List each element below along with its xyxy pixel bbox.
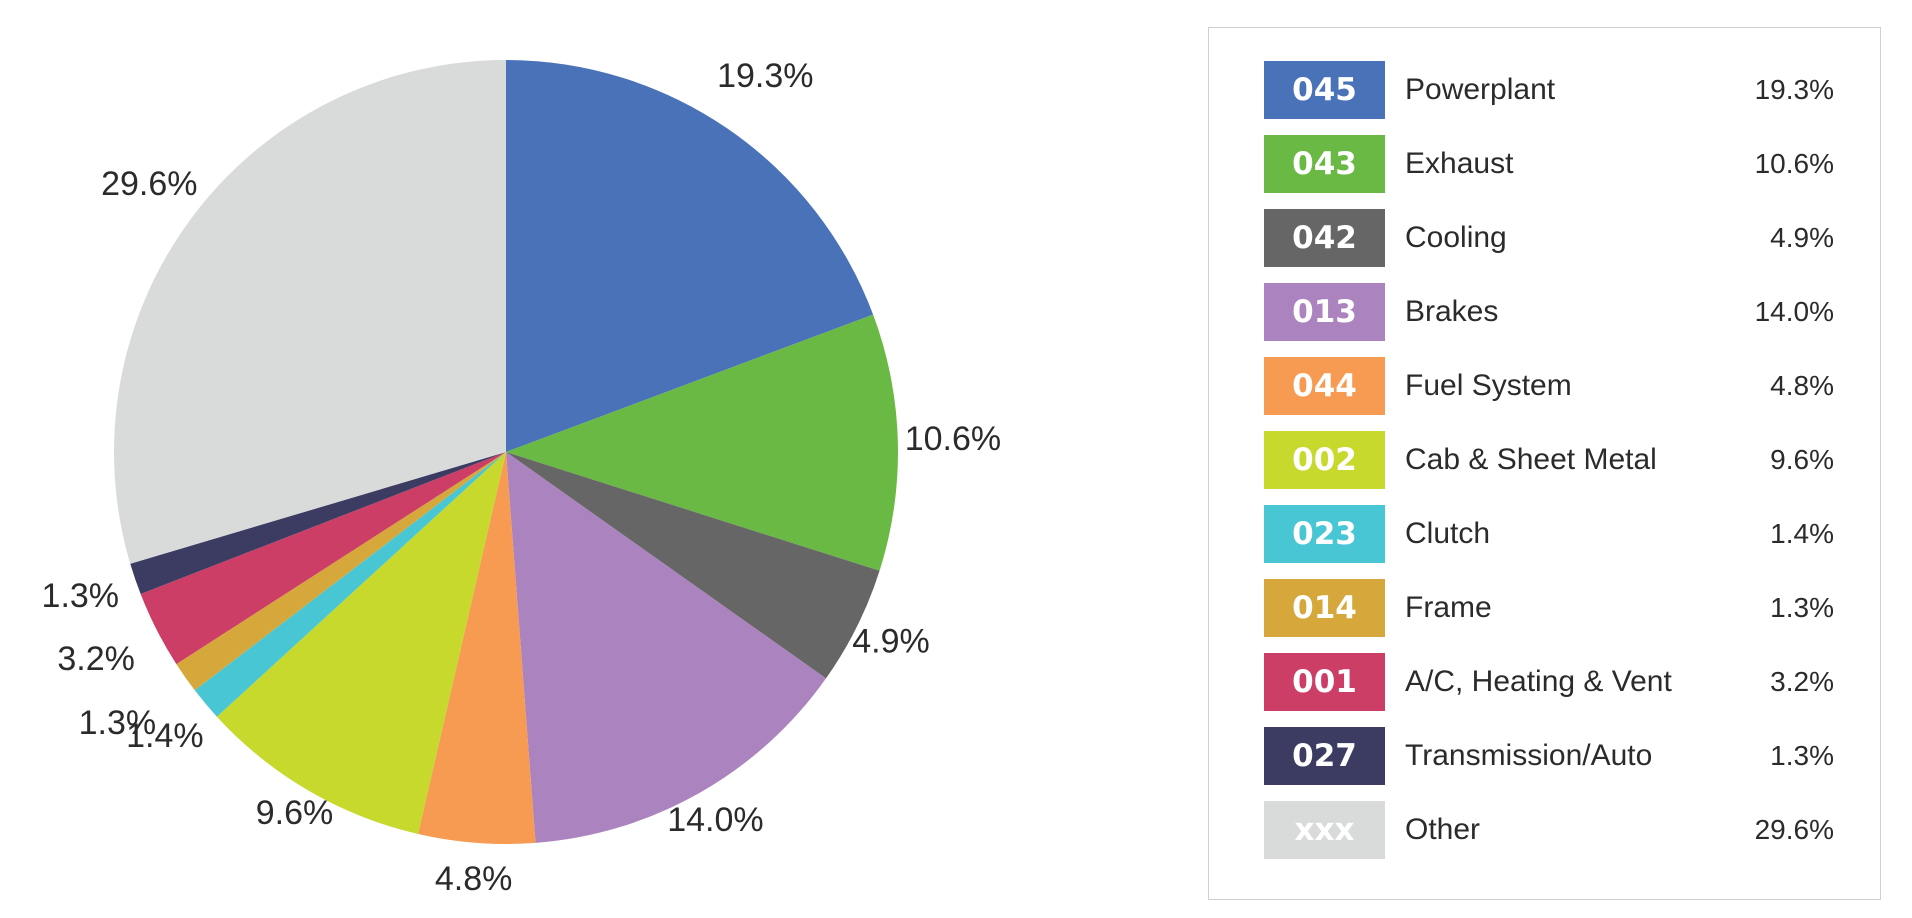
legend-percent: 9.6% (1770, 444, 1834, 475)
pie-slice-023 (194, 452, 506, 717)
legend-percent: 3.2% (1770, 666, 1834, 697)
legend-item-042: 042 Cooling 4.9% (1264, 209, 1834, 267)
legend-percent: 4.9% (1770, 222, 1834, 253)
legend-code-badge: 044 (1264, 357, 1385, 415)
pie-slices (113, 60, 899, 845)
pie-slice-013 (506, 452, 826, 843)
legend-code-badge: 014 (1264, 579, 1385, 637)
legend-item-027: 027 Transmission/Auto 1.3% (1264, 727, 1834, 785)
pie-label-001: 3.2% (57, 640, 135, 678)
legend-item-023: 023 Clutch 1.4% (1264, 505, 1834, 563)
legend-item-013: 013 Brakes 14.0% (1264, 283, 1834, 341)
legend-code-badge: 013 (1264, 283, 1385, 341)
legend-percent: 29.6% (1754, 814, 1834, 845)
pie-slice-027 (130, 452, 506, 595)
pie-label-014: 1.3% (79, 704, 157, 742)
legend: 045 Powerplant 19.3% 043 Exhaust 10.6% 042 Cool… (1208, 27, 1881, 900)
legend-name: Clutch (1405, 517, 1491, 550)
legend-item-001: 001 A/C, Heating & Vent 3.2% (1264, 653, 1834, 711)
legend-name: Cab & Sheet Metal (1405, 443, 1657, 476)
legend-percent: 10.6% (1754, 148, 1834, 179)
pie-slice-001 (140, 452, 506, 665)
legend-percent: 1.3% (1770, 592, 1834, 623)
legend-code-badge: 045 (1264, 61, 1385, 119)
legend-name: Frame (1405, 591, 1492, 624)
legend-item-045: 045 Powerplant 19.3% (1264, 61, 1834, 119)
legend-percent: 14.0% (1754, 296, 1834, 327)
legend-percent: 19.3% (1754, 74, 1834, 105)
legend-percent: 4.8% (1770, 370, 1834, 401)
pie-label-042: 4.9% (852, 623, 930, 661)
pie-label-043: 10.6% (905, 420, 1001, 458)
legend-name: A/C, Heating & Vent (1405, 665, 1672, 698)
legend-item-044: 044 Fuel System 4.8% (1264, 357, 1834, 415)
legend-percent: 1.3% (1770, 740, 1834, 771)
pie-slice-014 (176, 452, 506, 691)
legend-code-badge: xxx (1264, 801, 1385, 859)
legend-code-badge: 027 (1264, 727, 1385, 785)
legend-name: Powerplant (1405, 73, 1556, 106)
legend-name: Transmission/Auto (1405, 739, 1653, 772)
legend-item-xxx: xxx Other 29.6% (1264, 801, 1834, 859)
pie-label-002: 9.6% (256, 794, 334, 832)
pie-label-023: 1.4% (126, 717, 204, 755)
pie-slice-043 (506, 314, 899, 571)
pie-label-045: 19.3% (717, 57, 813, 95)
pie-labels: 19.3%10.6%4.9%14.0%4.8%9.6%1.4%1.3%3.2%1… (42, 57, 1002, 898)
pie-slice-042 (506, 452, 880, 679)
legend-percent: 1.4% (1770, 518, 1834, 549)
legend-code-badge: 043 (1264, 135, 1385, 193)
legend-code-badge: 023 (1264, 505, 1385, 563)
legend-name: Other (1405, 813, 1481, 846)
pie-slice-045 (506, 60, 874, 452)
pie-label-044: 4.8% (435, 860, 513, 898)
pie-slice-xxx (113, 60, 507, 564)
legend-item-043: 043 Exhaust 10.6% (1264, 135, 1834, 193)
legend-item-014: 014 Frame 1.3% (1264, 579, 1834, 637)
legend-name: Fuel System (1405, 369, 1572, 402)
legend-name: Cooling (1405, 221, 1507, 254)
pie-slice-044 (418, 452, 536, 845)
pie-label-027: 1.3% (42, 577, 120, 615)
legend-name: Exhaust (1405, 147, 1514, 180)
legend-name: Brakes (1405, 295, 1499, 328)
legend-code-badge: 001 (1264, 653, 1385, 711)
pie-label-013: 14.0% (667, 801, 763, 839)
legend-item-002: 002 Cab & Sheet Metal 9.6% (1264, 431, 1834, 489)
legend-code-badge: 042 (1264, 209, 1385, 267)
pie-label-xxx: 29.6% (101, 165, 197, 203)
pie-slice-002 (216, 452, 506, 835)
legend-code-badge: 002 (1264, 431, 1385, 489)
